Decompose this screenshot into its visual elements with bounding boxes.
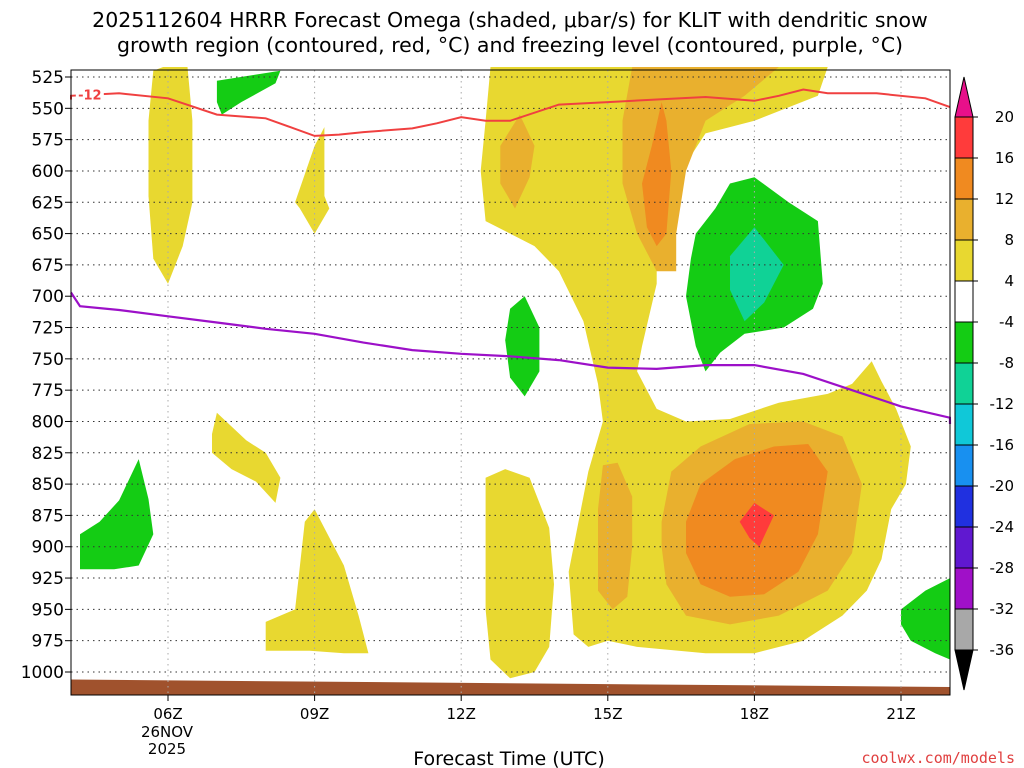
x-tick-label: 15Z <box>593 705 622 723</box>
x-axis: 06Z 09Z 12Z 15Z 18Z 21Z <box>153 695 916 723</box>
omega-region--8--4-13 <box>216 70 281 115</box>
colorbar-tick-label: -24 <box>990 518 1015 536</box>
omega-region-4-8-3 <box>265 509 369 654</box>
colorbar-tick-label: -16 <box>990 436 1015 454</box>
date-label-day: 26NOV <box>141 723 194 741</box>
y-tick-label: 825 <box>32 444 64 464</box>
y-tick-label: 950 <box>32 600 64 620</box>
x-tick-label: 06Z <box>153 705 182 723</box>
y-tick-label: 775 <box>32 381 64 401</box>
chart-title-line-2: growth region (contoured, red, °C) and f… <box>117 33 903 57</box>
y-tick-label: 975 <box>32 632 64 652</box>
colorbar-bin <box>954 321 974 364</box>
colorbar-bin <box>954 157 974 200</box>
y-axis: 525 550 575 600 625 650 675 700 725 750 775 800 825 8… <box>21 68 71 683</box>
y-tick-label: 850 <box>32 475 64 495</box>
x-tick-label: 18Z <box>740 705 769 723</box>
x-tick-label: 12Z <box>447 705 476 723</box>
colorbar-tick-label: -4 <box>999 313 1014 331</box>
y-tick-label: 675 <box>32 256 64 276</box>
y-tick-label: 700 <box>32 287 64 307</box>
y-tick-label: 800 <box>32 412 64 432</box>
colorbar-tick-label: -32 <box>990 600 1015 618</box>
omega-region-16-20-12 <box>739 502 774 547</box>
plot-frame <box>70 69 951 696</box>
colorbar-tick-label: -36 <box>990 641 1015 659</box>
colorbar-tick-label: 12 <box>995 190 1014 208</box>
colorbar-tick-label: 20 <box>995 108 1014 126</box>
colorbar: 20 16 12 8 4 -4 -8 -12 -16 -20 -24 -28 -32 -36 <box>954 76 1015 691</box>
omega-region--8--4-16 <box>80 459 154 570</box>
y-tick-label: 900 <box>32 538 64 558</box>
colorbar-bin <box>954 567 974 610</box>
terrain-fill <box>71 679 950 695</box>
credit-text: coolwx.com/models <box>861 749 1015 767</box>
colorbar-bin <box>954 444 974 487</box>
terrain-layer <box>71 679 950 695</box>
y-tick-label: 525 <box>32 68 64 88</box>
y-tick-label: 650 <box>32 225 64 245</box>
x-tick-label: 21Z <box>886 705 915 723</box>
omega-region-8-12-7 <box>500 114 535 209</box>
plot-area: -12 <box>70 67 952 696</box>
x-axis-label: Forecast Time (UTC) <box>413 748 604 768</box>
omega-region--12--8-18 <box>730 227 784 322</box>
contour-label-bg <box>75 86 104 101</box>
y-tick-label: 625 <box>32 193 64 213</box>
colorbar-bin <box>954 403 974 446</box>
colorbar-bin <box>954 198 974 241</box>
y-tick-label: 1000 <box>21 663 64 683</box>
omega-region-4-8-0 <box>148 67 193 284</box>
omega-region-4-8-1 <box>295 127 330 234</box>
contour-line-layer: -12 <box>70 86 952 425</box>
colorbar-bin <box>954 280 974 323</box>
y-tick-label: 750 <box>32 350 64 370</box>
x-tick-label: 09Z <box>300 705 329 723</box>
dendritic-growth-contour <box>70 88 951 137</box>
y-tick-label: 575 <box>32 131 64 151</box>
y-tick-label: 550 <box>32 99 64 119</box>
freezing-level-contour <box>70 291 952 425</box>
colorbar-tick-label: -12 <box>990 395 1015 413</box>
colorbar-bin <box>954 239 974 282</box>
omega-region-4-8-4 <box>485 469 554 679</box>
colorbar-tick-label: 16 <box>995 149 1014 167</box>
omega-region--8--4-15 <box>505 296 540 397</box>
chart-title-line-1: 2025112604 HRRR Forecast Omega (shaded, … <box>92 8 928 32</box>
colorbar-tick-label: -8 <box>999 354 1014 372</box>
omega-region-12-16-10 <box>642 102 672 247</box>
colorbar-bin <box>954 526 974 569</box>
y-tick-label: 925 <box>32 569 64 589</box>
colorbar-tick-label: 4 <box>1004 272 1014 290</box>
colorbar-tick-label: -20 <box>990 477 1015 495</box>
y-tick-label: 875 <box>32 506 64 526</box>
colorbar-bin <box>954 362 974 405</box>
y-tick-label: 600 <box>32 162 64 182</box>
omega-region--8--4-17 <box>901 553 950 666</box>
colorbar-arrow-top <box>954 76 974 118</box>
colorbar-bin <box>954 485 974 528</box>
colorbar-bin <box>954 608 974 651</box>
y-tick-label: 725 <box>32 319 64 339</box>
colorbar-arrow-bottom <box>954 649 974 691</box>
colorbar-bin <box>954 116 974 159</box>
omega-region-4-8-2 <box>212 412 281 503</box>
colorbar-tick-label: -28 <box>990 559 1015 577</box>
contour-label: -12 <box>78 89 102 104</box>
colorbar-tick-label: 8 <box>1004 231 1014 249</box>
omega-region-8-12-8 <box>598 462 633 610</box>
date-label-year: 2025 <box>148 740 186 758</box>
grid-layer <box>71 70 950 695</box>
